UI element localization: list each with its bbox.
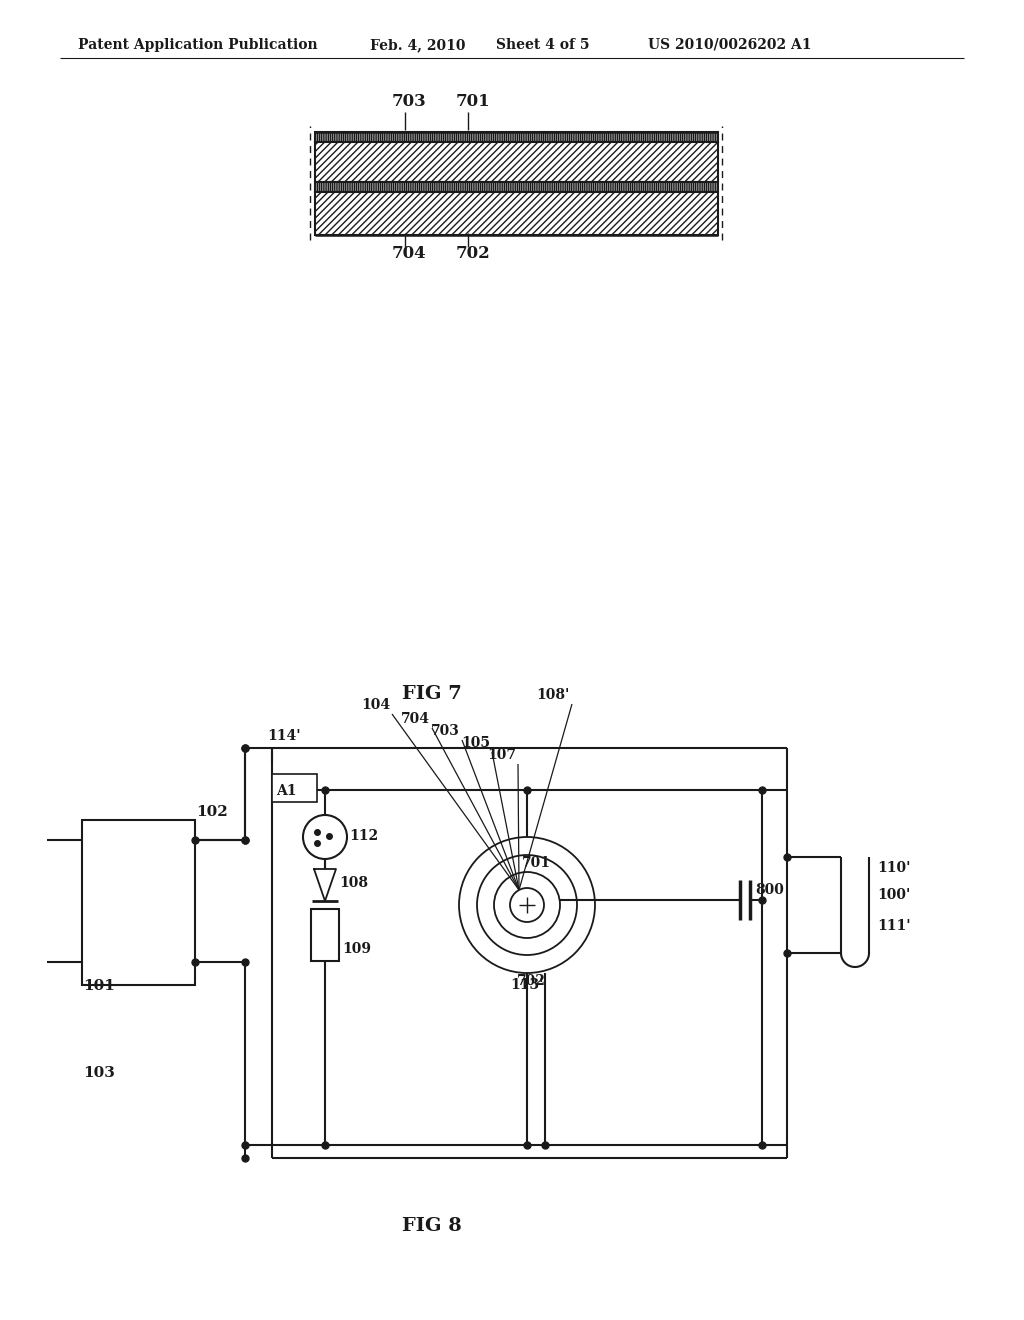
Bar	[315, 191, 718, 235]
Text: 110': 110'	[877, 861, 910, 875]
Text: 108: 108	[339, 876, 368, 890]
Text: 113': 113'	[510, 978, 544, 993]
Bar	[311, 909, 339, 961]
Text: FIG 7: FIG 7	[402, 685, 462, 704]
Text: 105: 105	[461, 737, 490, 750]
Text: 111': 111'	[877, 919, 910, 933]
Text: US 2010/0026202 A1: US 2010/0026202 A1	[648, 38, 811, 51]
Bar	[315, 132, 718, 143]
Text: Patent Application Publication: Patent Application Publication	[78, 38, 317, 51]
Text: 702: 702	[517, 974, 546, 987]
Text: FIG 8: FIG 8	[402, 1217, 462, 1236]
Text: 701: 701	[456, 92, 490, 110]
Text: 114': 114'	[267, 729, 301, 743]
Bar	[272, 774, 317, 803]
Text: 701: 701	[522, 855, 551, 870]
Text: Sheet 4 of 5: Sheet 4 of 5	[496, 38, 590, 51]
Text: 108': 108'	[537, 688, 570, 702]
Text: 702: 702	[456, 246, 490, 261]
Text: 107: 107	[487, 748, 516, 762]
Text: 800: 800	[755, 883, 784, 898]
Text: 100': 100'	[877, 888, 910, 902]
Bar	[315, 182, 718, 191]
Text: 103: 103	[83, 1067, 115, 1080]
Text: Feb. 4, 2010: Feb. 4, 2010	[370, 38, 466, 51]
Text: 109: 109	[342, 942, 371, 956]
Bar	[82, 820, 195, 985]
Text: 101: 101	[83, 979, 115, 993]
Text: 703: 703	[392, 92, 427, 110]
Text: A1: A1	[276, 784, 297, 799]
Text: 704: 704	[392, 246, 427, 261]
Text: 703: 703	[431, 723, 460, 738]
Polygon shape	[314, 869, 336, 902]
Bar	[315, 143, 718, 182]
Text: 112: 112	[349, 829, 378, 843]
Text: 704: 704	[401, 711, 430, 726]
Text: 104: 104	[360, 698, 390, 711]
Text: 102: 102	[196, 805, 227, 818]
